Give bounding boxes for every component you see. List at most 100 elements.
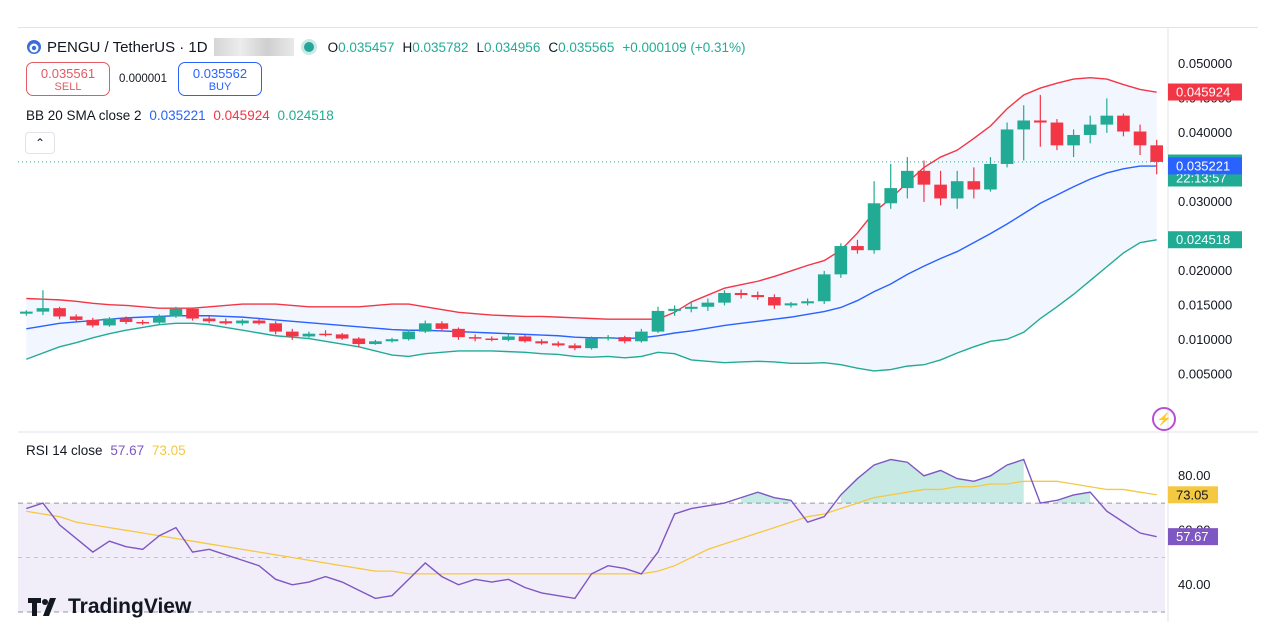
candle-body xyxy=(1117,115,1130,132)
rsi-ma-badge xyxy=(1168,486,1218,504)
price-tick-label: 0.020000 xyxy=(1178,263,1232,278)
price-badge xyxy=(1168,231,1242,249)
candle-body xyxy=(285,331,299,337)
sell-price: 0.035561 xyxy=(40,65,96,81)
candle-body xyxy=(36,308,50,312)
rsi-tick-label: 80.00 xyxy=(1178,468,1211,483)
candle-body xyxy=(418,323,432,332)
high-label: H xyxy=(402,39,413,55)
symbol-title[interactable]: PENGU / TetherUS · 1D xyxy=(47,38,208,56)
candle-body xyxy=(202,318,216,322)
candle-body xyxy=(601,337,615,339)
rsi-badge xyxy=(1168,528,1218,546)
tradingview-logo: TradingView xyxy=(28,595,191,619)
sell-button[interactable]: 0.035561 SELL xyxy=(26,62,110,96)
bb-upper-line xyxy=(26,76,1157,320)
high-value: 0.035782 xyxy=(412,39,469,55)
candle-body xyxy=(186,308,199,319)
candle-body xyxy=(834,246,848,275)
candle-body xyxy=(801,301,814,304)
price-tick-label: 0.040000 xyxy=(1178,125,1232,140)
redacted-box xyxy=(213,38,294,56)
candle-body xyxy=(53,308,66,317)
rsi-ma-value: 73.05 xyxy=(151,443,186,458)
candle-body xyxy=(452,328,465,338)
candle-body xyxy=(851,246,864,251)
candle-body xyxy=(1150,145,1164,162)
rsi-overbought-fill xyxy=(840,459,1024,504)
pengu-logo-icon xyxy=(27,40,41,54)
candle-body xyxy=(684,306,698,309)
candle-body xyxy=(485,338,499,341)
rsi-legend[interactable]: RSI 14 close 57.67 73.05 xyxy=(26,443,186,458)
bb-lower-value: 0.024518 xyxy=(277,108,334,123)
candle-body xyxy=(385,339,399,342)
candle-body xyxy=(302,333,316,337)
candle-body xyxy=(568,345,582,349)
spread-value: 0.000001 xyxy=(119,73,167,85)
tv-logo-icon xyxy=(28,598,56,616)
candle-body xyxy=(219,321,233,324)
candle-body xyxy=(1017,120,1031,130)
candle-body xyxy=(1083,124,1097,135)
rsi-overbought-fill xyxy=(741,492,791,504)
price-tick-label: 0.015000 xyxy=(1178,297,1232,312)
buy-button[interactable]: 0.035562 BUY xyxy=(178,62,262,96)
candle-body xyxy=(169,308,183,317)
rsi-badge-label: 57.67 xyxy=(1176,529,1209,544)
buy-label: BUY xyxy=(208,80,232,93)
rsi-line xyxy=(26,458,1157,600)
price-tick-label: 0.010000 xyxy=(1178,332,1232,347)
candle-body xyxy=(718,292,731,303)
rsi-overbought-fill xyxy=(1056,492,1091,504)
candle-body xyxy=(69,316,83,320)
candle-body xyxy=(950,181,964,199)
change-value: +0.000109 (+0.31%) xyxy=(622,39,746,55)
candle-body xyxy=(751,295,765,298)
candle-body xyxy=(635,331,648,342)
price-tick-label: 0.030000 xyxy=(1178,194,1232,209)
candle-body xyxy=(402,331,415,340)
candle-body xyxy=(1067,134,1080,146)
candle-body xyxy=(468,337,482,339)
candle-body xyxy=(618,337,632,342)
open-label: O xyxy=(327,39,339,55)
candle-body xyxy=(236,320,249,324)
candle-body xyxy=(768,297,781,306)
candle-body xyxy=(867,203,881,251)
price-badge-label: 0.024518 xyxy=(1176,232,1230,247)
rsi-title: RSI 14 close xyxy=(26,443,103,458)
candle-body xyxy=(984,163,997,190)
candle-body xyxy=(701,302,715,307)
candle-body xyxy=(551,343,565,346)
bb-upper-value: 0.045924 xyxy=(213,108,270,123)
candle-body xyxy=(967,181,981,190)
lightning-icon[interactable]: ⚡ xyxy=(1152,407,1176,431)
sell-label: SELL xyxy=(54,80,82,93)
candle-body xyxy=(136,321,149,324)
price-badge-label: 0.045924 xyxy=(1176,85,1230,100)
candle-body xyxy=(917,170,931,185)
collapse-legend-button[interactable]: ⌃ xyxy=(25,132,55,154)
rsi-tick-label: 40.00 xyxy=(1178,577,1211,592)
candle-body xyxy=(734,292,748,296)
tradingview-wordmark: TradingView xyxy=(68,595,192,618)
candle-body xyxy=(1034,120,1047,123)
candle-body xyxy=(934,184,947,199)
close-value: 0.035565 xyxy=(558,39,615,55)
candle-body xyxy=(19,311,33,314)
candle-body xyxy=(535,341,548,344)
price-tick-label: 0.050000 xyxy=(1178,56,1232,71)
candle-body xyxy=(1000,129,1014,164)
price-badge-label: 0.035221 xyxy=(1176,158,1230,173)
low-label: L xyxy=(476,39,485,55)
bb-lower-line xyxy=(26,239,1157,372)
bb-basis-value: 0.035221 xyxy=(149,108,206,123)
bb-legend[interactable]: BB 20 SMA close 2 0.035221 0.045924 0.02… xyxy=(26,108,334,123)
symbol-header: PENGU / TetherUS · 1D O0.035457 H0.035782… xyxy=(26,37,746,57)
candle-body xyxy=(252,320,266,324)
bb-title: BB 20 SMA close 2 xyxy=(26,108,142,123)
chart-frame xyxy=(18,27,1258,624)
price-tick-label: 0.005000 xyxy=(1178,366,1232,381)
